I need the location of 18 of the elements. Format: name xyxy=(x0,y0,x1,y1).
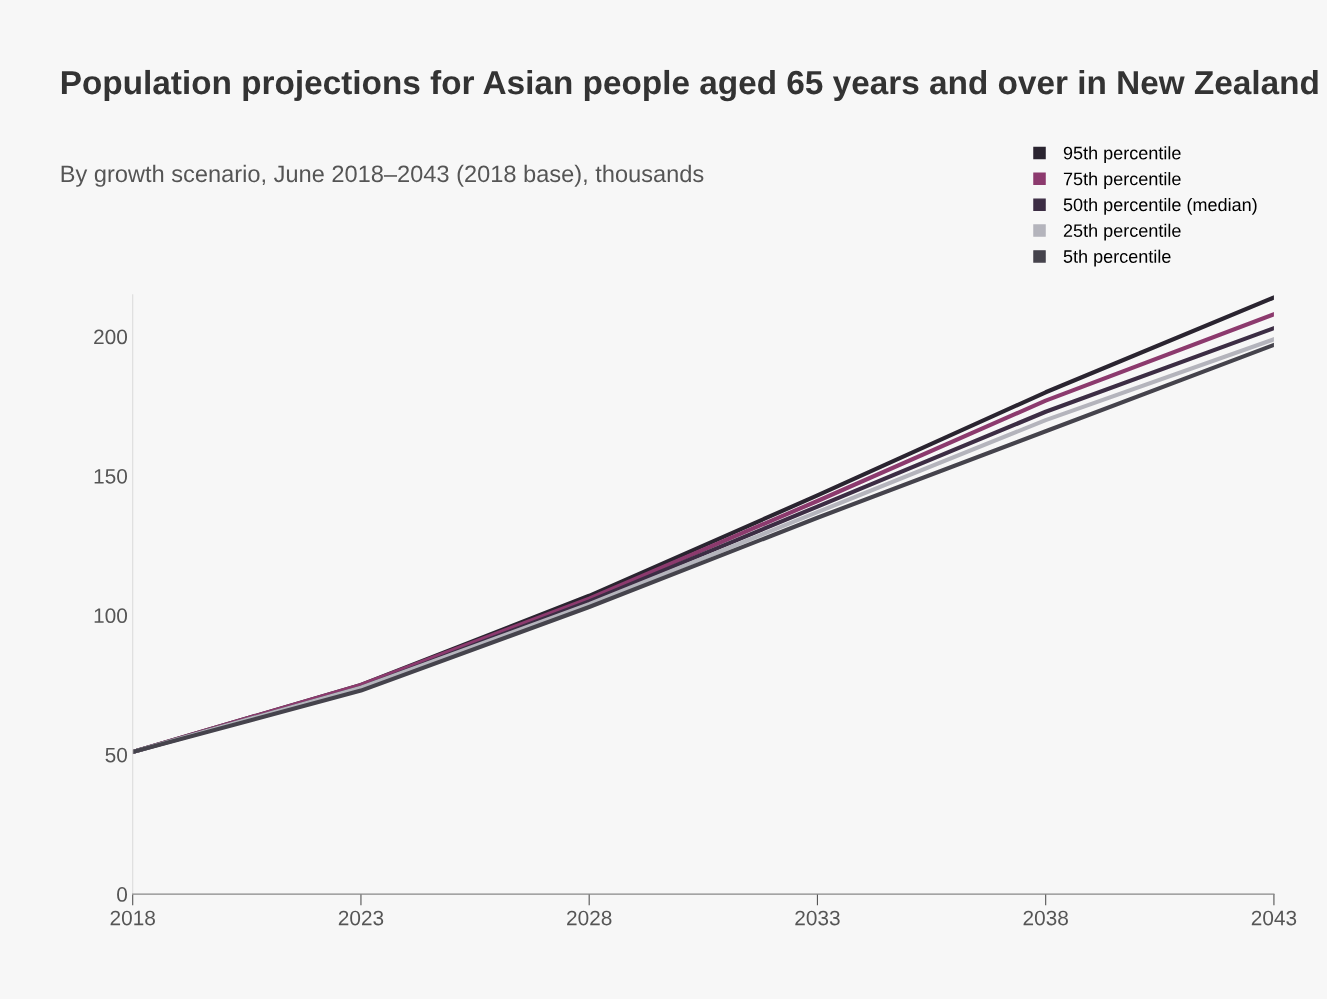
legend-label: 25th percentile xyxy=(1063,223,1181,241)
x-tick-label: 2018 xyxy=(110,910,155,926)
y-tick-label: 0 xyxy=(117,887,128,902)
y-tick-label: 100 xyxy=(94,608,128,624)
x-tick-label: 2043 xyxy=(1251,910,1297,926)
chart-subtitle: By growth scenario, June 2018–2043 (2018 base), thousands xyxy=(61,164,704,187)
legend-label: 75th percentile xyxy=(1063,172,1181,189)
legend-label: 50th percentile (median) xyxy=(1063,197,1257,215)
legend-label: 5th percentile xyxy=(1063,249,1171,267)
y-tick-label: 150 xyxy=(94,468,128,484)
x-tick-label: 2038 xyxy=(1023,910,1068,926)
x-tick-label: 2033 xyxy=(795,910,840,926)
legend-label: 95th percentile xyxy=(1063,146,1181,164)
chart-title: Population projections for Asian people aged 65 years and over in New Zealand xyxy=(61,69,1318,102)
y-tick-label: 200 xyxy=(94,329,128,345)
y-tick-label: 50 xyxy=(105,747,128,763)
x-tick-label: 2023 xyxy=(338,910,384,926)
x-tick-label: 2028 xyxy=(567,910,612,926)
